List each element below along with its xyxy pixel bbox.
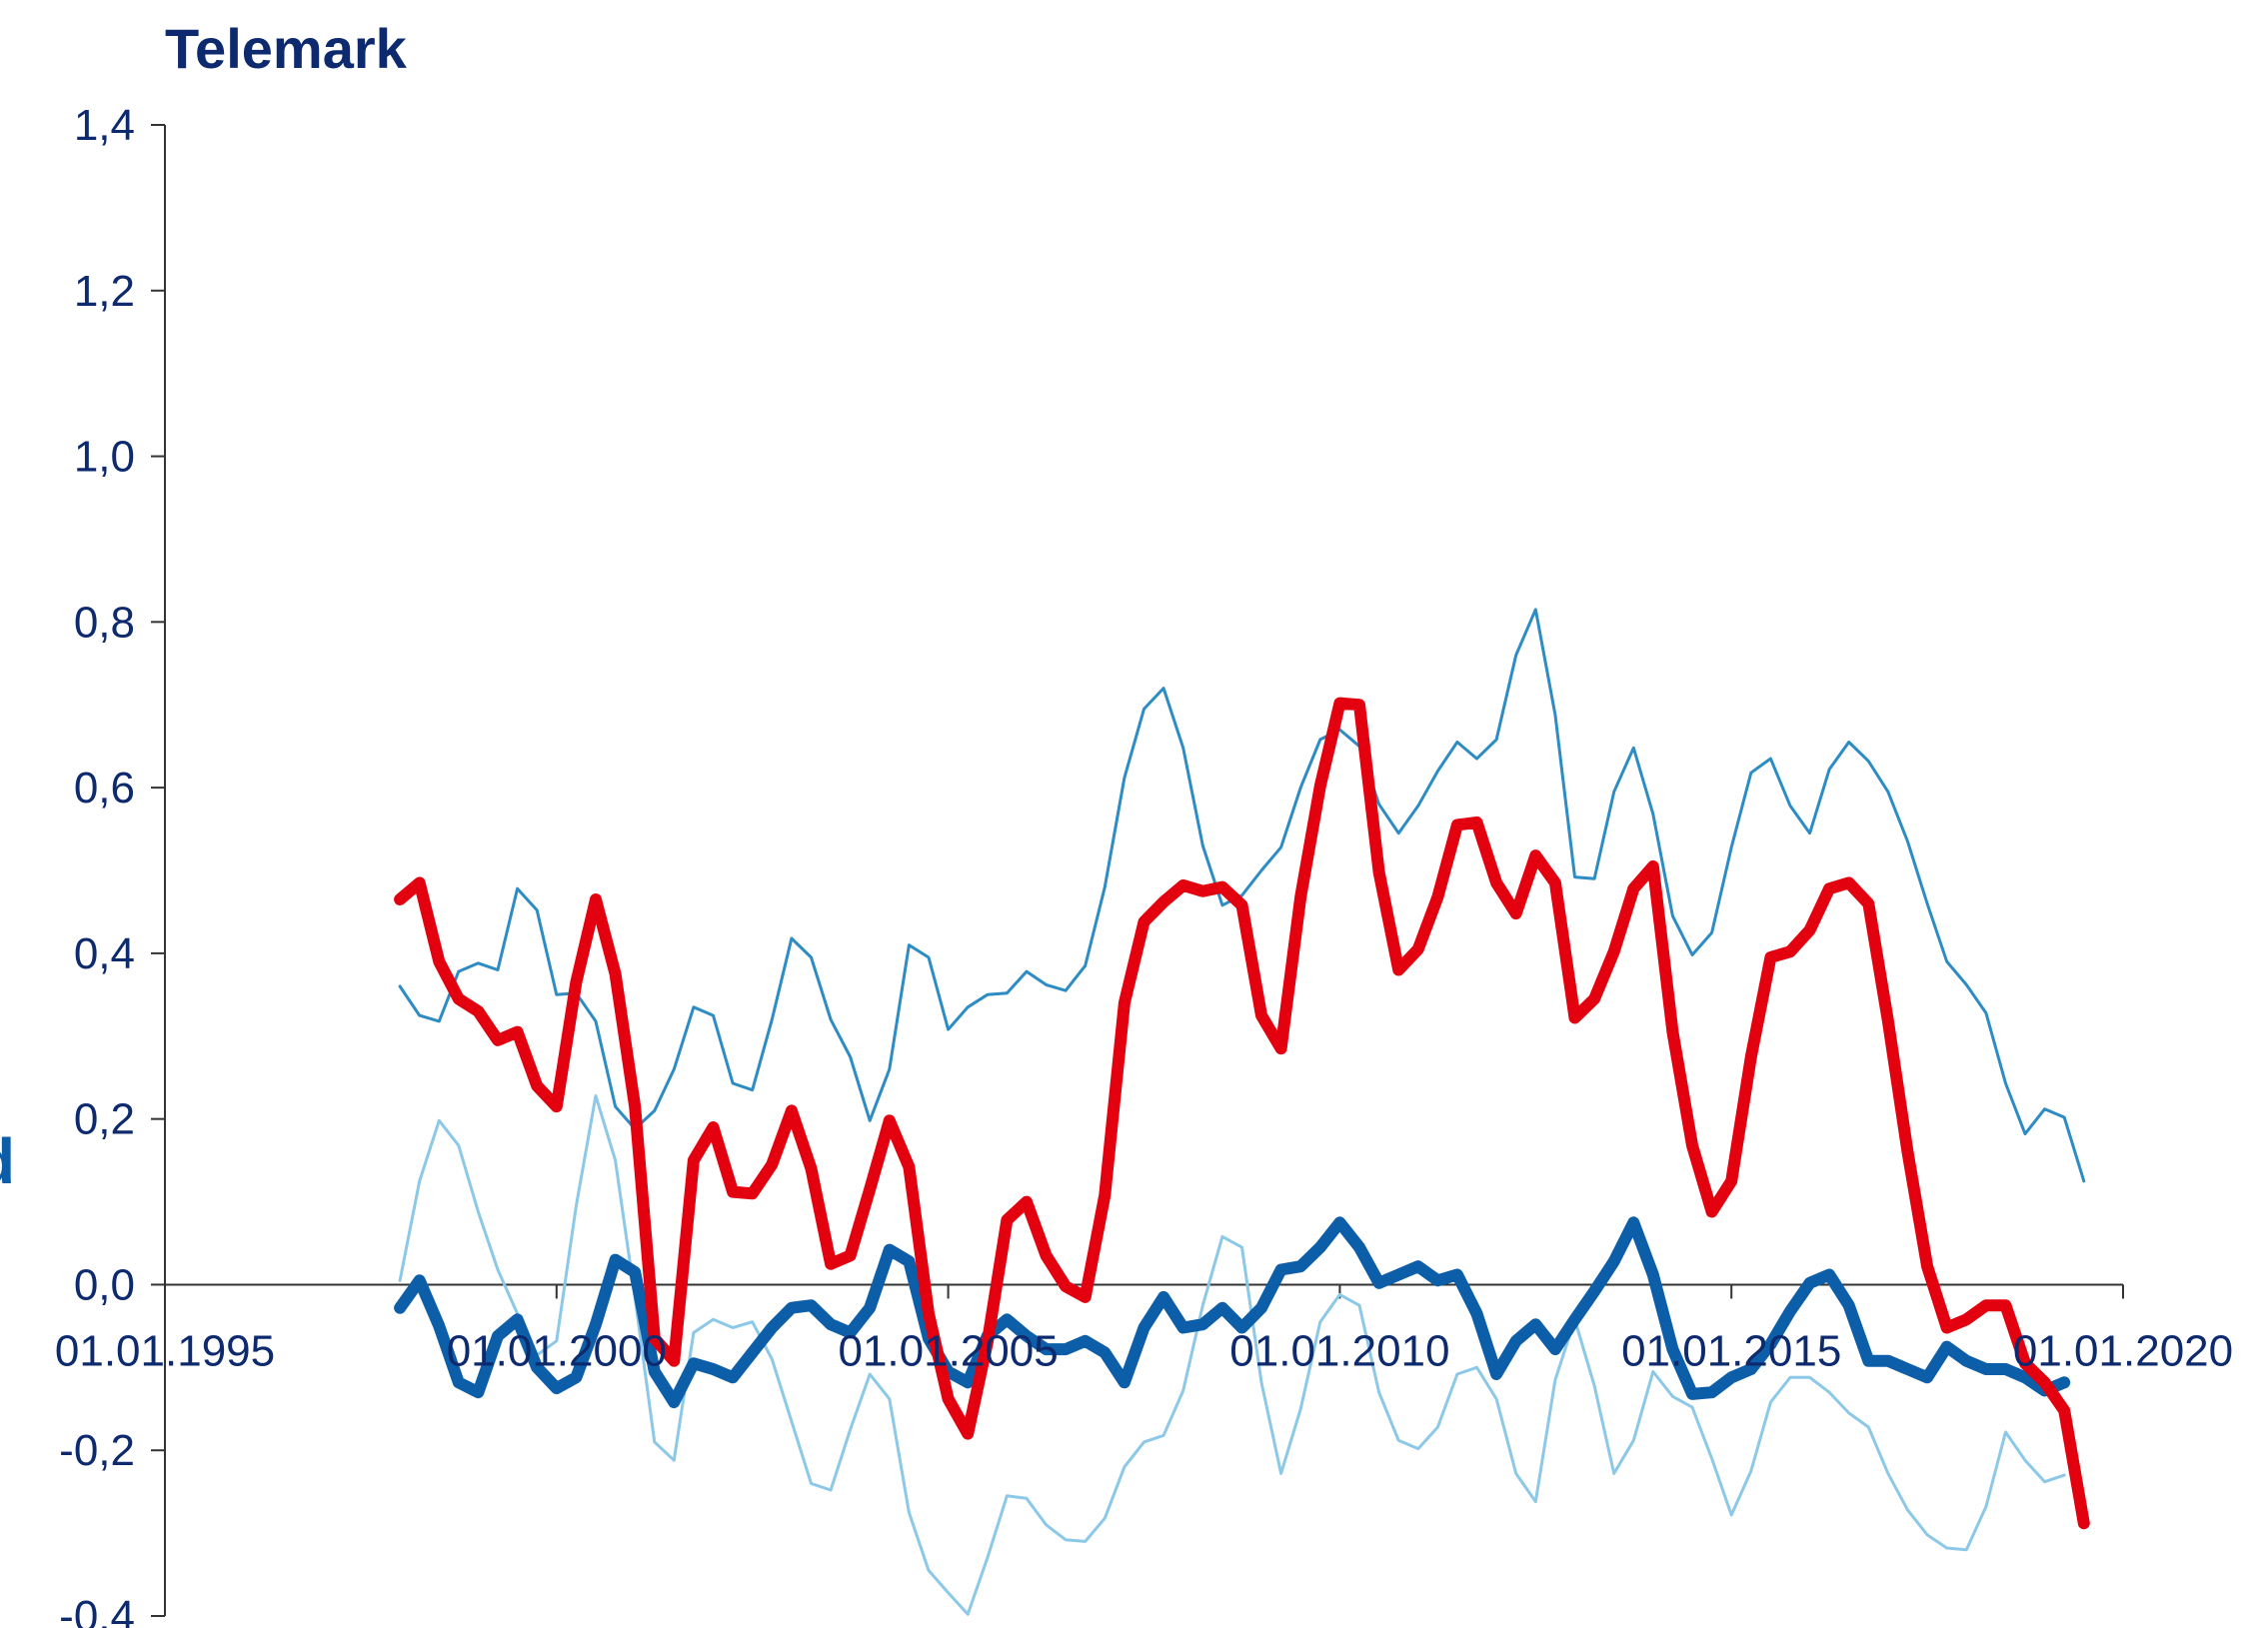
- series-line-1: [398, 608, 2086, 1183]
- y-tick-label: 0,2: [74, 1095, 135, 1144]
- y-tick-label: 1,0: [74, 433, 135, 482]
- y-tick-label: 1,2: [74, 267, 135, 316]
- y-tick-label: 1,4: [74, 101, 135, 150]
- series-layer: [394, 608, 2090, 1616]
- x-tick-labels: 01.01.1995 01.01.2000 01.01.2005 01.01.2010…: [55, 1326, 2233, 1375]
- x-tick-label: 01.01.1995: [55, 1326, 275, 1375]
- y-tick-label: 0,4: [74, 929, 135, 978]
- x-tick-label: 01.01.2005: [838, 1326, 1058, 1375]
- series-line-2: [398, 1094, 2066, 1616]
- y-tick-labels: -0,4 -0,2 0,0 0,2 0,4 0,6 0,8 1,0 1,2 1,4: [59, 101, 135, 1628]
- y-axis-label: d: [0, 1125, 15, 1197]
- series-line-4: [394, 697, 2090, 1530]
- y-tick-label: 0,6: [74, 764, 135, 813]
- y-tick-label: -0,2: [59, 1426, 135, 1475]
- chart-title: Telemark: [165, 17, 408, 80]
- x-tick-label: 01.01.2010: [1229, 1326, 1449, 1375]
- x-tick-label: 01.01.2015: [1621, 1326, 1841, 1375]
- y-tick-label: 0,0: [74, 1260, 135, 1309]
- x-tick-label: 01.01.2020: [2013, 1326, 2233, 1375]
- series-line-3: [394, 1216, 2071, 1409]
- y-tick-label: -0,4: [59, 1592, 135, 1628]
- y-tick-label: 0,8: [74, 598, 135, 647]
- x-tick-label: 01.01.2000: [447, 1326, 667, 1375]
- axes: [151, 124, 2124, 1617]
